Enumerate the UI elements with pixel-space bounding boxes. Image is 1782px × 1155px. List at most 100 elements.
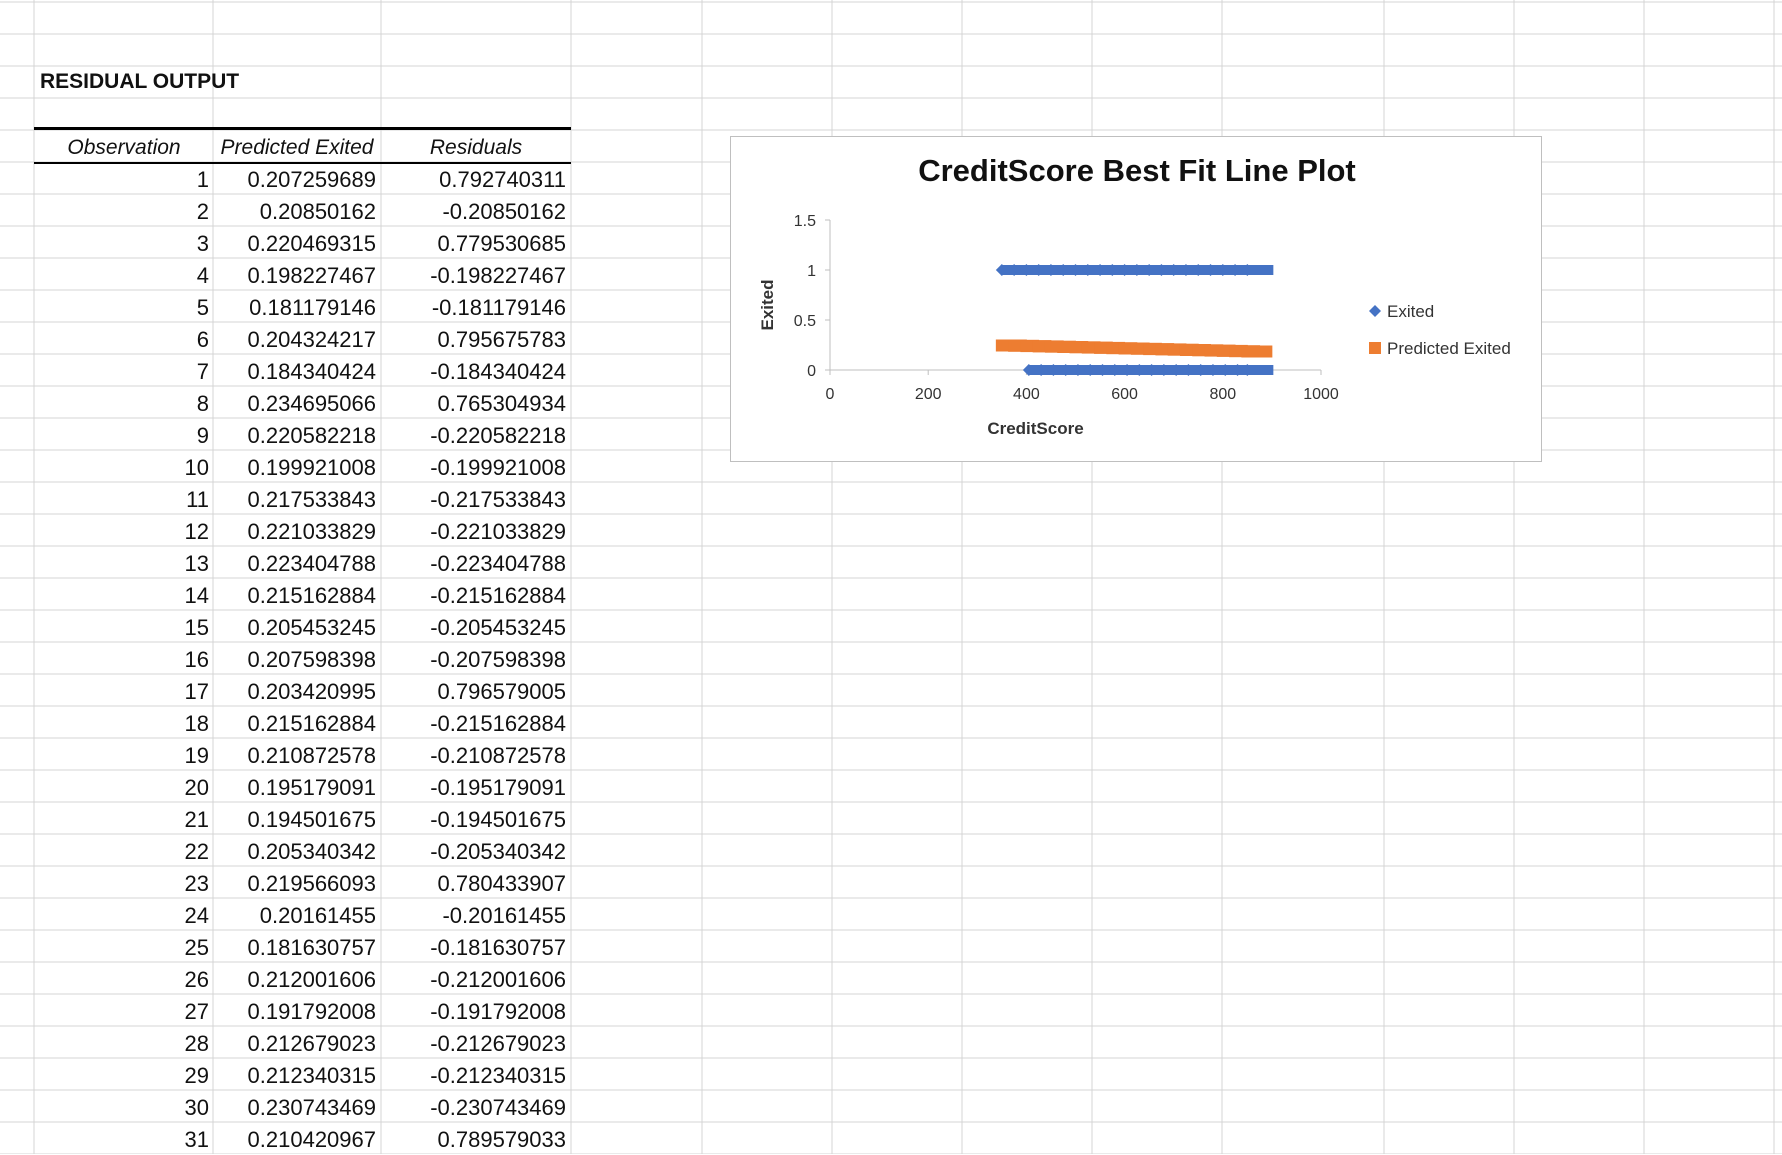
residual-cell[interactable]: -0.191792008 bbox=[430, 999, 566, 1024]
observation-cell[interactable]: 27 bbox=[184, 999, 209, 1024]
residual-cell[interactable]: -0.210872578 bbox=[430, 743, 566, 768]
header-predicted-exited[interactable]: Predicted Exited bbox=[220, 136, 374, 159]
observation-cell[interactable]: 1 bbox=[196, 167, 209, 192]
observation-cell[interactable]: 4 bbox=[196, 263, 209, 288]
residual-cell[interactable]: -0.221033829 bbox=[430, 519, 566, 544]
residual-cell[interactable]: -0.205340342 bbox=[430, 839, 566, 864]
residual-cell[interactable]: -0.212340315 bbox=[430, 1063, 566, 1088]
predicted-exited-cell[interactable]: 0.184340424 bbox=[247, 359, 376, 384]
predicted-exited-cell[interactable]: 0.212340315 bbox=[247, 1063, 376, 1088]
predicted-exited-cell[interactable]: 0.207259689 bbox=[247, 167, 376, 192]
predicted-exited-cell[interactable]: 0.205453245 bbox=[247, 615, 376, 640]
predicted-exited-cell[interactable]: 0.221033829 bbox=[247, 519, 376, 544]
observation-cell[interactable]: 3 bbox=[196, 231, 209, 256]
predicted-exited-cell[interactable]: 0.220469315 bbox=[247, 231, 376, 256]
predicted-exited-cell[interactable]: 0.195179091 bbox=[247, 775, 376, 800]
predicted-exited-cell[interactable]: 0.210420967 bbox=[247, 1127, 376, 1152]
observation-cell[interactable]: 31 bbox=[184, 1127, 209, 1152]
observation-cell[interactable]: 7 bbox=[196, 359, 209, 384]
observation-cell[interactable]: 20 bbox=[184, 775, 209, 800]
predicted-exited-cell[interactable]: 0.234695066 bbox=[247, 391, 376, 416]
residual-cell[interactable]: 0.765304934 bbox=[437, 391, 566, 416]
x-tick-label: 400 bbox=[1013, 386, 1040, 403]
residual-cell[interactable]: -0.223404788 bbox=[430, 551, 566, 576]
residual-cell[interactable]: -0.195179091 bbox=[430, 775, 566, 800]
predicted-exited-cell[interactable]: 0.181179146 bbox=[249, 295, 376, 320]
predicted-exited-cell[interactable]: 0.212679023 bbox=[247, 1031, 376, 1056]
predicted-exited-cell[interactable]: 0.217533843 bbox=[247, 487, 376, 512]
observation-cell[interactable]: 29 bbox=[184, 1063, 209, 1088]
predicted-exited-cell[interactable]: 0.215162884 bbox=[247, 583, 376, 608]
predicted-exited-cell[interactable]: 0.205340342 bbox=[247, 839, 376, 864]
predicted-exited-cell[interactable]: 0.20161455 bbox=[259, 903, 376, 928]
observation-cell[interactable]: 30 bbox=[184, 1095, 209, 1120]
predicted-exited-cell[interactable]: 0.181630757 bbox=[247, 935, 376, 960]
predicted-exited-cell[interactable]: 0.230743469 bbox=[247, 1095, 376, 1120]
residual-cell[interactable]: -0.194501675 bbox=[430, 807, 566, 832]
header-observation[interactable]: Observation bbox=[67, 136, 181, 159]
residual-cell[interactable]: -0.198227467 bbox=[430, 263, 566, 288]
predicted-exited-cell[interactable]: 0.194501675 bbox=[247, 807, 376, 832]
predicted-exited-cell[interactable]: 0.204324217 bbox=[247, 327, 376, 352]
observation-cell[interactable]: 10 bbox=[184, 455, 209, 480]
predicted-exited-cell[interactable]: 0.210872578 bbox=[247, 743, 376, 768]
residual-cell[interactable]: -0.20161455 bbox=[442, 903, 566, 928]
residual-cell[interactable]: -0.181630757 bbox=[430, 935, 566, 960]
residual-cell[interactable]: -0.199921008 bbox=[430, 455, 566, 480]
residual-cell[interactable]: -0.220582218 bbox=[430, 423, 566, 448]
predicted-exited-cell[interactable]: 0.203420995 bbox=[247, 679, 376, 704]
residual-cell[interactable]: 0.789579033 bbox=[437, 1127, 566, 1152]
chart-container[interactable]: CreditScore Best Fit Line Plot 0 0.5 1 1.5 0 2… bbox=[730, 136, 1542, 462]
residual-cell[interactable]: -0.217533843 bbox=[430, 487, 566, 512]
residual-cell[interactable]: 0.795675783 bbox=[437, 327, 566, 352]
observation-cell[interactable]: 15 bbox=[184, 615, 209, 640]
observation-cell[interactable]: 25 bbox=[184, 935, 209, 960]
residual-cell[interactable]: -0.215162884 bbox=[430, 583, 566, 608]
predicted-exited-cell[interactable]: 0.212001606 bbox=[247, 967, 376, 992]
observation-cell[interactable]: 14 bbox=[184, 583, 209, 608]
predicted-exited-cell[interactable]: 0.223404788 bbox=[247, 551, 376, 576]
observation-cell[interactable]: 26 bbox=[184, 967, 209, 992]
predicted-exited-cell[interactable]: 0.207598398 bbox=[247, 647, 376, 672]
predicted-exited-cell[interactable]: 0.219566093 bbox=[247, 871, 376, 896]
observation-cell[interactable]: 5 bbox=[196, 295, 209, 320]
residual-cell[interactable]: -0.230743469 bbox=[430, 1095, 566, 1120]
observation-cell[interactable]: 8 bbox=[196, 391, 209, 416]
observation-cell[interactable]: 16 bbox=[184, 647, 209, 672]
residual-cell[interactable]: 0.796579005 bbox=[437, 679, 566, 704]
residual-cell[interactable]: -0.212001606 bbox=[430, 967, 566, 992]
residual-cell[interactable]: -0.184340424 bbox=[430, 359, 566, 384]
observation-cell[interactable]: 19 bbox=[184, 743, 209, 768]
residual-cell[interactable]: -0.205453245 bbox=[430, 615, 566, 640]
residual-cell[interactable]: -0.20850162 bbox=[442, 199, 566, 224]
predicted-exited-cell[interactable]: 0.198227467 bbox=[247, 263, 376, 288]
residual-cell[interactable]: -0.212679023 bbox=[430, 1031, 566, 1056]
observation-cell[interactable]: 6 bbox=[196, 327, 209, 352]
observation-cell[interactable]: 22 bbox=[184, 839, 209, 864]
observation-cell[interactable]: 11 bbox=[186, 487, 209, 512]
x-axis-label: CreditScore bbox=[987, 419, 1083, 438]
residual-cell[interactable]: 0.779530685 bbox=[437, 231, 566, 256]
observation-cell[interactable]: 12 bbox=[184, 519, 209, 544]
observation-cell[interactable]: 18 bbox=[184, 711, 209, 736]
residual-cell[interactable]: -0.215162884 bbox=[430, 711, 566, 736]
predicted-exited-cell[interactable]: 0.199921008 bbox=[247, 455, 376, 480]
residual-cell[interactable]: 0.780433907 bbox=[437, 871, 566, 896]
exited-point-band bbox=[1246, 365, 1274, 375]
predicted-exited-cell[interactable]: 0.215162884 bbox=[247, 711, 376, 736]
observation-cell[interactable]: 21 bbox=[184, 807, 209, 832]
residual-cell[interactable]: -0.207598398 bbox=[430, 647, 566, 672]
observation-cell[interactable]: 2 bbox=[196, 199, 209, 224]
observation-cell[interactable]: 9 bbox=[196, 423, 209, 448]
observation-cell[interactable]: 23 bbox=[184, 871, 209, 896]
residual-cell[interactable]: 0.792740311 bbox=[439, 167, 566, 192]
observation-cell[interactable]: 13 bbox=[184, 551, 209, 576]
header-residuals[interactable]: Residuals bbox=[429, 136, 523, 159]
predicted-exited-cell[interactable]: 0.191792008 bbox=[247, 999, 376, 1024]
residual-cell[interactable]: -0.181179146 bbox=[431, 295, 566, 320]
observation-cell[interactable]: 17 bbox=[184, 679, 209, 704]
predicted-exited-cell[interactable]: 0.20850162 bbox=[259, 199, 376, 224]
predicted-exited-cell[interactable]: 0.220582218 bbox=[247, 423, 376, 448]
observation-cell[interactable]: 28 bbox=[184, 1031, 209, 1056]
observation-cell[interactable]: 24 bbox=[184, 903, 209, 928]
